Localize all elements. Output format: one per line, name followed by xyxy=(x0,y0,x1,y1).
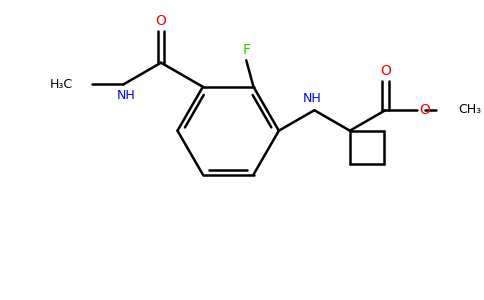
Text: O: O xyxy=(419,103,430,117)
Text: O: O xyxy=(156,14,166,28)
Text: CH₃: CH₃ xyxy=(459,103,482,116)
Text: NH: NH xyxy=(302,92,321,105)
Text: F: F xyxy=(242,43,250,57)
Text: NH: NH xyxy=(117,88,135,101)
Text: H₃C: H₃C xyxy=(50,78,73,91)
Text: O: O xyxy=(380,64,391,78)
